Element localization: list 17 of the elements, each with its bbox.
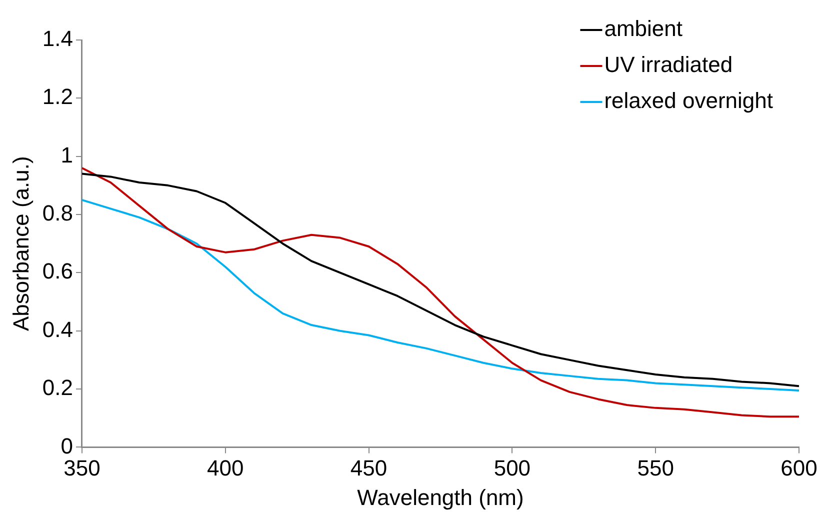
legend-label: UV irradiated: [604, 52, 733, 78]
y-tick-label: 0.4: [42, 316, 73, 342]
legend-label: relaxed overnight: [604, 88, 774, 114]
x-tick-label: 550: [637, 455, 674, 480]
legend-label: ambient: [604, 16, 683, 42]
x-tick-label: 500: [494, 455, 531, 480]
x-tick-label: 400: [207, 455, 244, 480]
y-tick-label: 0.2: [42, 375, 73, 400]
x-tick-label: 600: [780, 455, 818, 480]
y-tick-label: 1: [60, 142, 73, 168]
x-axis-title: Wavelength (nm): [357, 484, 524, 510]
x-tick-label: 450: [350, 455, 388, 480]
y-axis-title: Absorbance (a.u.): [8, 156, 34, 332]
y-tick-label: 1.4: [42, 26, 73, 52]
y-tick-label: 0.6: [42, 258, 73, 284]
y-tick-label: 1.2: [42, 84, 73, 110]
y-tick-label: 0.8: [42, 200, 73, 226]
